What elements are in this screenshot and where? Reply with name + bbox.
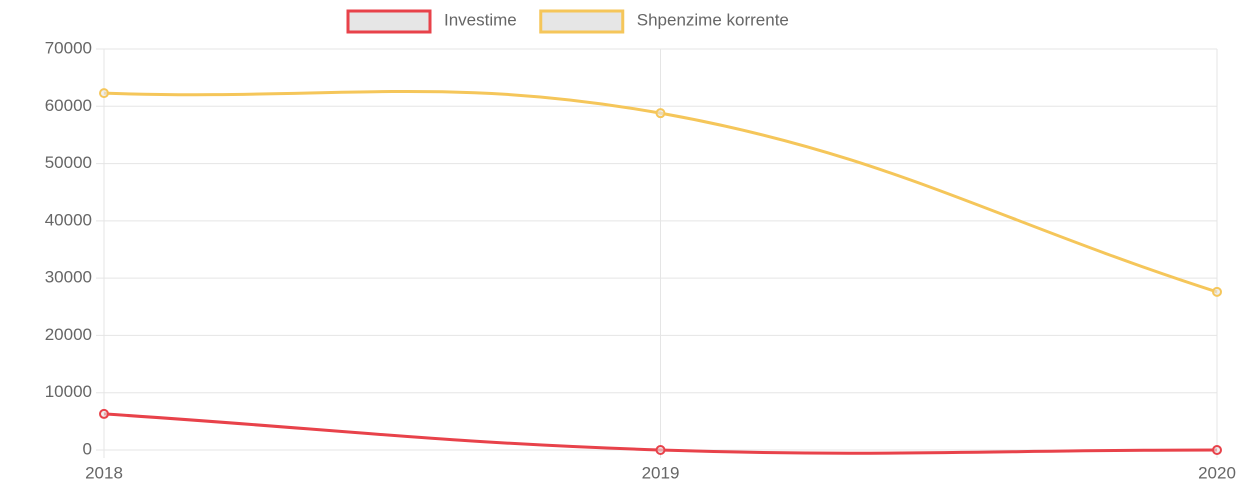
- x-tick-label: 2020: [1198, 463, 1236, 482]
- y-tick-label: 50000: [45, 153, 92, 172]
- point: [1212, 286, 1222, 297]
- legend-label: Investime: [444, 10, 517, 29]
- x-tick-label: 2019: [642, 463, 680, 482]
- point: [99, 88, 109, 99]
- y-tick-label: 0: [83, 439, 92, 458]
- x-tick-label: 2018: [85, 463, 123, 482]
- point: [1212, 445, 1222, 455]
- legend-swatch: [539, 9, 625, 34]
- y-tick-label: 10000: [45, 382, 92, 401]
- y-tick-label: 30000: [45, 268, 92, 287]
- point: [655, 108, 666, 119]
- legend-label: Shpenzime korrente: [637, 10, 789, 29]
- point: [655, 445, 666, 455]
- y-tick-label: 70000: [45, 38, 92, 57]
- y-tick-label: 40000: [45, 210, 92, 229]
- y-tick-label: 20000: [45, 325, 92, 344]
- point: [99, 408, 109, 419]
- legend-swatch: [346, 9, 432, 34]
- y-tick-label: 60000: [45, 96, 92, 115]
